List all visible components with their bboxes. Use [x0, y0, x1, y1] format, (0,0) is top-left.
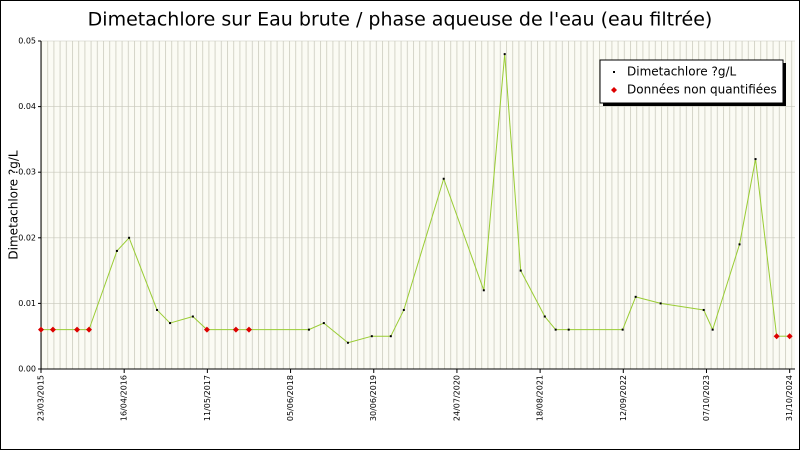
point [503, 53, 506, 56]
point [322, 322, 325, 325]
x-tick-label: 24/07/2020 [452, 375, 461, 421]
legend-marker [613, 71, 615, 73]
point [702, 308, 705, 311]
point [754, 158, 757, 161]
x-tick-label: 18/08/2021 [536, 375, 545, 421]
legend-box [599, 59, 784, 104]
point [634, 295, 637, 298]
line-segment [116, 237, 130, 252]
point [128, 236, 131, 239]
legend-label: Données non quantifiées [627, 83, 777, 97]
line-segment [156, 309, 171, 324]
point [442, 177, 445, 180]
point [621, 328, 624, 331]
point [659, 302, 662, 305]
point [389, 335, 392, 338]
y-tick-label: 0.05 [18, 37, 36, 46]
y-tick-label: 0.02 [18, 233, 36, 242]
line-segment [390, 309, 405, 337]
y-tick-label: 0.03 [18, 168, 36, 177]
line-segment [88, 250, 118, 330]
x-tick-label: 16/04/2016 [120, 375, 129, 421]
line-segment [323, 322, 349, 344]
y-tick-label: 0.00 [18, 365, 36, 374]
point [402, 308, 405, 311]
line-segment [712, 244, 741, 330]
line-segment [347, 335, 372, 344]
x-tick-label: 23/03/2015 [37, 375, 46, 421]
point [169, 322, 172, 325]
point-non-quantified [38, 326, 44, 333]
line-segment [443, 178, 485, 291]
legend: Dimetachlore ?g/L Données non quantifiées [599, 59, 786, 106]
point-non-quantified [786, 333, 793, 340]
line-segment [703, 309, 714, 330]
point-non-quantified [232, 326, 239, 333]
point [711, 328, 714, 331]
point-non-quantified [74, 326, 81, 333]
line-segment [520, 270, 546, 317]
point [567, 328, 570, 331]
line-segment [128, 237, 158, 311]
y-tick-label: 0.04 [18, 102, 36, 111]
line-segment [755, 159, 778, 337]
point [370, 335, 373, 338]
line-segment [660, 302, 704, 311]
point-non-quantified [85, 326, 92, 333]
y-tick-label: 0.01 [18, 299, 36, 308]
line-segment [739, 158, 757, 245]
line-segment [635, 296, 661, 304]
point-non-quantified [49, 326, 56, 333]
line-segment [544, 316, 557, 330]
line-segment [622, 296, 637, 330]
point [307, 328, 310, 331]
point [482, 289, 485, 292]
chart-title: Dimetachlore sur Eau brute / phase aqueu… [88, 9, 713, 31]
point [346, 341, 349, 344]
line-segment [192, 316, 208, 331]
point-non-quantified [203, 326, 210, 333]
point [738, 243, 741, 246]
x-tick-label: 05/06/2018 [286, 375, 295, 421]
x-tick-label: 12/09/2022 [619, 375, 628, 421]
line-segment [403, 178, 445, 311]
x-tick-label: 07/10/2023 [702, 375, 711, 421]
legend-label: Dimetachlore ?g/L [627, 65, 736, 79]
point [115, 249, 118, 252]
line-segment [504, 54, 522, 271]
point [191, 315, 194, 318]
x-tick-label: 11/05/2017 [203, 375, 212, 421]
point-non-quantified [773, 333, 780, 340]
x-tick-label: 30/06/2019 [369, 375, 378, 421]
point [554, 328, 557, 331]
point [543, 315, 546, 318]
line-segment [169, 316, 194, 324]
point [519, 269, 522, 272]
point [156, 308, 159, 311]
line-segment [483, 54, 506, 291]
line-segment [308, 322, 325, 331]
point-non-quantified [245, 326, 252, 333]
legend-marker [611, 87, 617, 93]
x-tick-label: 31/10/2024 [785, 375, 794, 421]
y-axis-label: Dimetachlore ?g/L [7, 150, 21, 259]
